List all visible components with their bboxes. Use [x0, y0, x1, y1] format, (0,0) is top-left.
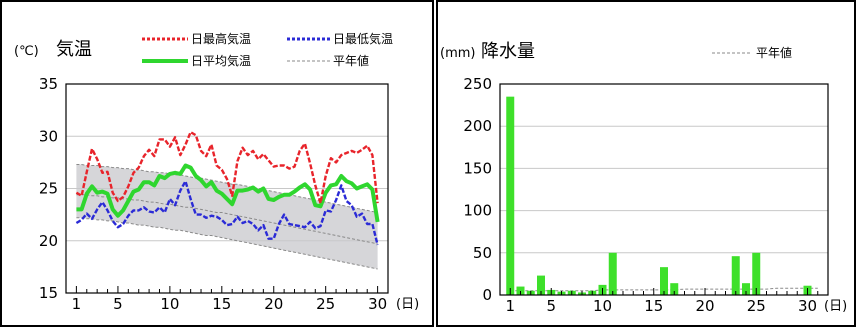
precipitation-normal-polyline — [510, 287, 818, 292]
precipitation-gridlines — [500, 125, 828, 254]
precipitation-y-tick-label: 0 — [482, 286, 492, 304]
precipitation-plot-frame — [499, 83, 829, 296]
temperature-legend: 日最高気温 日最低気温 日平均気温 平年値 — [142, 31, 393, 68]
precipitation-x-tick-label: 30 — [798, 297, 817, 315]
precipitation-ticks — [509, 288, 819, 295]
temperature-y-tick-label: 25 — [39, 180, 58, 198]
temperature-panel-border — [0, 0, 434, 327]
temperature-x-tick-label: 30 — [368, 295, 387, 313]
normal-min-line — [76, 217, 378, 270]
precipitation-y-tick-label: 100 — [463, 202, 492, 220]
precipitation-y-tick-label: 250 — [463, 75, 492, 93]
temperature-normal-band — [76, 164, 378, 269]
precipitation-bar — [660, 267, 668, 295]
temperature-series — [75, 130, 380, 270]
precipitation-bar — [516, 286, 525, 295]
temperature-x-tick-label: 10 — [160, 295, 179, 313]
legend-label-precip-normal: 平年値 — [756, 45, 792, 60]
precipitation-x-tick-labels: 1 5 10 15 20 25 30 — [505, 297, 817, 315]
temperature-y-tick-labels: 35 30 25 20 15 — [39, 75, 58, 302]
max-temp-line — [75, 130, 379, 205]
precipitation-x-tick-label: 10 — [593, 297, 612, 315]
precipitation-bar — [742, 283, 750, 295]
precipitation-x-tick-label: 20 — [695, 297, 714, 315]
precipitation-bar — [608, 252, 617, 295]
precipitation-y-tick-labels: 250 200 150 100 50 0 — [463, 75, 492, 304]
temperature-x-tick-label: 5 — [113, 295, 123, 313]
precipitation-y-tick-label: 150 — [463, 159, 492, 177]
temperature-unit-label: (℃) — [14, 44, 39, 59]
precipitation-chart-title: 降水量 — [481, 41, 535, 62]
temperature-y-tick-label: 35 — [39, 75, 58, 93]
temperature-x-unit-label: (日) — [396, 297, 419, 312]
precipitation-bar — [752, 252, 761, 295]
precipitation-panel-border — [436, 0, 856, 327]
precipitation-bar — [506, 96, 515, 295]
precipitation-x-unit-label: (日) — [824, 299, 847, 314]
temperature-y-tick-label: 20 — [39, 232, 58, 250]
normal-max-line — [76, 164, 378, 213]
temperature-x-tick-label: 1 — [72, 295, 82, 313]
precipitation-y-tick-label: 50 — [473, 244, 492, 262]
precipitation-legend: 平年値 — [712, 45, 792, 60]
precipitation-x-tick-label: 5 — [546, 297, 556, 315]
legend-label-mean: 日平均気温 — [191, 53, 251, 68]
precipitation-bar — [537, 275, 545, 295]
precipitation-normal-line — [510, 287, 818, 292]
legend-label-normal: 平年値 — [333, 53, 369, 68]
temperature-chart-title: 気温 — [56, 39, 92, 60]
temperature-normal-band-area — [76, 164, 378, 269]
temperature-y-tick-label: 30 — [39, 127, 58, 145]
temperature-x-tick-labels: 1 5 10 15 20 25 30 — [72, 295, 388, 313]
precipitation-x-tick-label: 1 — [505, 297, 515, 315]
temperature-y-tick-label: 15 — [39, 284, 58, 302]
precipitation-y-tick-label: 200 — [463, 117, 492, 135]
temperature-x-tick-label: 25 — [316, 295, 335, 313]
precipitation-x-tick-label: 15 — [644, 297, 663, 315]
precipitation-bar — [670, 283, 679, 295]
temperature-ticks — [75, 286, 379, 293]
temperature-x-tick-label: 20 — [264, 295, 283, 313]
mean-temp-line — [76, 163, 380, 223]
min-temp-line — [75, 179, 379, 246]
precipitation-unit-label: (mm) — [440, 46, 475, 61]
legend-label-max: 日最高気温 — [191, 31, 251, 46]
legend-label-min: 日最低気温 — [333, 31, 393, 46]
precipitation-bar — [731, 256, 740, 295]
temperature-plot-frame — [65, 83, 389, 294]
precipitation-x-tick-label: 25 — [747, 297, 766, 315]
temperature-x-tick-label: 15 — [212, 295, 231, 313]
normal-mean-line — [76, 194, 378, 245]
